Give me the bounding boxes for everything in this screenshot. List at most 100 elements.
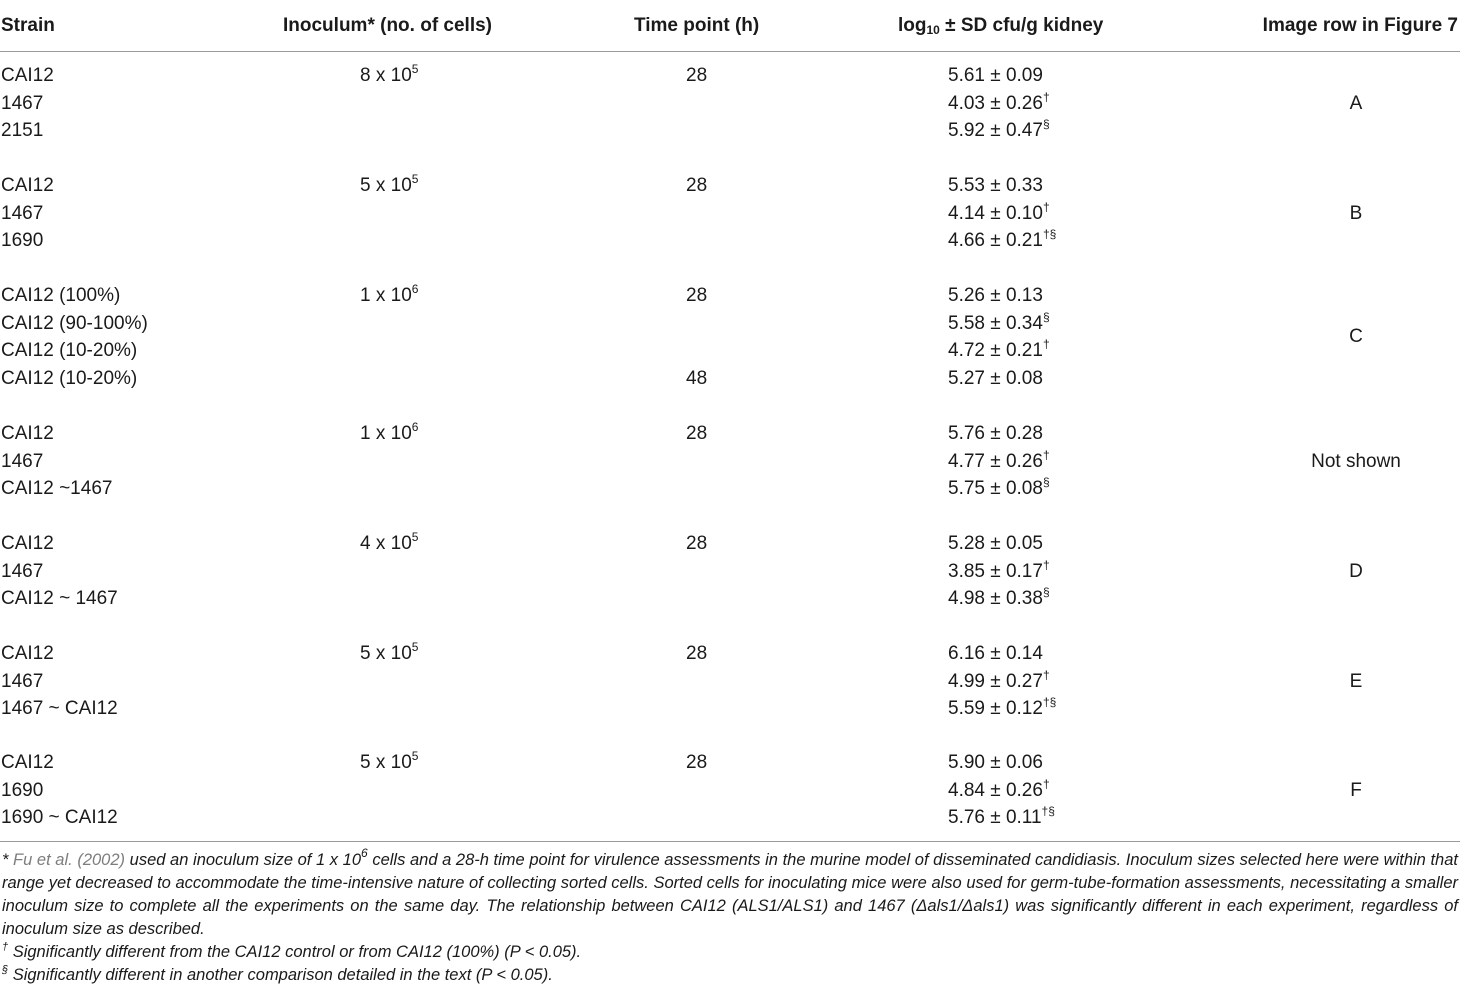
- table-row: CAI12 (90-100%) 5.58 ± 0.34§: [0, 310, 1460, 338]
- significance-mark: §: [1042, 309, 1050, 324]
- cell-strain: 1690: [1, 230, 44, 251]
- cell-log-cfu: 5.90 ± 0.06: [948, 752, 1043, 773]
- table-group: CAI12 8 x 105 28 5.61 ± 0.09 1467 4.03 ± 0.26…: [0, 62, 1460, 145]
- cell-inoculum: 5 x 105: [360, 640, 419, 664]
- cell-inoculum: 1 x 106: [360, 420, 419, 444]
- cell-time-point: 28: [686, 423, 708, 444]
- cell-inoculum: 5 x 105: [360, 172, 419, 196]
- table-row: 1690 4.84 ± 0.26†: [0, 777, 1460, 805]
- table-row: CAI12 (100%) 1 x 106 28 5.26 ± 0.13: [0, 282, 1460, 310]
- cell-strain: CAI12 (100%): [1, 285, 121, 306]
- significance-mark: §: [1042, 475, 1050, 489]
- cell-log-cfu: 4.98 ± 0.38§: [948, 585, 1050, 609]
- cell-time-point: 28: [686, 65, 708, 86]
- table-group: CAI12 5 x 105 28 5.53 ± 0.33 1467 4.14 ± 0.10…: [0, 172, 1460, 255]
- table-group: CAI12 5 x 105 28 6.16 ± 0.14 1467 4.99 ± 0.27…: [0, 640, 1460, 723]
- cell-image-row: Not shown: [1311, 450, 1401, 472]
- footnote-reference-link[interactable]: Fu et al. (2002): [13, 851, 126, 869]
- significance-mark: †§: [1042, 227, 1057, 241]
- cell-strain: 1690 ~ CAI12: [1, 807, 118, 828]
- footnote-dagger: † Significantly different from the CAI12…: [2, 941, 582, 962]
- cell-image-row: B: [1349, 202, 1363, 224]
- table-row: 1467 ~ CAI12 5.59 ± 0.12†§: [0, 695, 1460, 723]
- header-log-cfu: log10 ± SD cfu/g kidney: [898, 15, 1104, 37]
- header-time-point: Time point (h): [634, 15, 760, 36]
- cell-strain: 1690: [1, 779, 44, 801]
- cell-log-cfu: 5.26 ± 0.13: [948, 285, 1043, 306]
- table-row: CAI12 (10-20%) 48 5.27 ± 0.08: [0, 365, 1460, 393]
- significance-mark: †: [1042, 337, 1050, 351]
- cell-log-cfu: 5.92 ± 0.47§: [948, 117, 1050, 141]
- cell-strain: CAI12: [1, 65, 54, 86]
- cell-time-point: 28: [686, 752, 708, 773]
- cell-inoculum: 4 x 105: [360, 530, 419, 554]
- cell-image-row: A: [1349, 92, 1363, 114]
- table-row: 1467 3.85 ± 0.17†: [0, 558, 1460, 586]
- cell-strain: CAI12 (10-20%): [1, 367, 138, 389]
- significance-mark: †§: [1042, 695, 1057, 709]
- cell-log-cfu: 4.84 ± 0.26†: [948, 776, 1050, 801]
- significance-mark: †: [1042, 667, 1050, 682]
- table-group: CAI12 5 x 105 28 5.90 ± 0.06 1690 4.84 ± 0.26…: [0, 749, 1460, 832]
- cell-strain: 1467 ~ CAI12: [1, 698, 118, 719]
- cell-strain: CAI12: [1, 752, 54, 773]
- cell-log-cfu: 5.58 ± 0.34§: [948, 309, 1050, 334]
- cell-inoculum: 8 x 105: [360, 62, 419, 86]
- header-inoculum: Inoculum* (no. of cells): [283, 15, 493, 36]
- cell-log-cfu: 5.59 ± 0.12†§: [948, 695, 1057, 719]
- table-row: 2151 5.92 ± 0.47§: [0, 117, 1460, 145]
- table-group: CAI12 (100%) 1 x 106 28 5.26 ± 0.13 CAI12 (9…: [0, 282, 1460, 392]
- cell-image-row: D: [1349, 560, 1363, 582]
- table-row: 1467 4.99 ± 0.27†: [0, 668, 1460, 696]
- table-row: 1690 ~ CAI12 5.76 ± 0.11†§: [0, 804, 1460, 832]
- cell-strain: 1467: [1, 560, 44, 582]
- footnote-section: § Significantly different in another com…: [2, 964, 553, 985]
- cell-strain: 2151: [1, 120, 44, 141]
- table-row: 1467 4.77 ± 0.26†: [0, 448, 1460, 476]
- significance-mark: §: [1042, 585, 1050, 599]
- cell-strain: CAI12 ~ 1467: [1, 588, 118, 609]
- table-row: CAI12 5 x 105 28 5.90 ± 0.06: [0, 749, 1460, 777]
- table-row: CAI12 ~ 1467 4.98 ± 0.38§: [0, 585, 1460, 613]
- cell-log-cfu: 4.03 ± 0.26†: [948, 89, 1050, 114]
- significance-mark: †: [1042, 447, 1050, 462]
- cell-time-point: 28: [686, 175, 708, 196]
- cell-strain: 1467: [1, 670, 44, 692]
- cell-time-point: 28: [686, 533, 708, 554]
- table-group: CAI12 4 x 105 28 5.28 ± 0.05 1467 3.85 ± 0.17…: [0, 530, 1460, 613]
- cell-strain: CAI12: [1, 175, 54, 196]
- cell-log-cfu: 5.28 ± 0.05: [948, 533, 1043, 554]
- table-header: Strain Inoculum* (no. of cells) Time poi…: [0, 0, 1460, 52]
- table-row: CAI12 4 x 105 28 5.28 ± 0.05: [0, 530, 1460, 558]
- cell-strain: CAI12: [1, 533, 54, 554]
- cell-log-cfu: 5.53 ± 0.33: [948, 175, 1043, 196]
- header-strain: Strain: [1, 15, 55, 36]
- cell-image-row: C: [1349, 326, 1363, 348]
- cell-image-row: E: [1349, 670, 1363, 692]
- cell-log-cfu: 5.27 ± 0.08: [948, 367, 1043, 389]
- table-bottom-rule: [0, 841, 1460, 842]
- cell-log-cfu: 5.61 ± 0.09: [948, 65, 1043, 86]
- cell-strain: CAI12 ~1467: [1, 478, 113, 499]
- cell-log-cfu: 3.85 ± 0.17†: [948, 557, 1050, 582]
- header-image-row: Image row in Figure 7: [1262, 15, 1458, 36]
- cell-time-point: 28: [686, 643, 708, 664]
- significance-mark: †: [1042, 776, 1050, 791]
- table-row: 1690 4.66 ± 0.21†§: [0, 227, 1460, 255]
- cell-strain: 1467: [1, 202, 44, 224]
- cell-time-point: 28: [686, 285, 708, 306]
- table-footnotes: * Fu et al. (2002) used an inoculum size…: [2, 847, 1458, 987]
- cell-strain: 1467: [1, 450, 44, 472]
- significance-mark: †: [1042, 89, 1050, 104]
- cell-strain: CAI12 (10-20%): [1, 340, 138, 361]
- table-row: 1467 4.03 ± 0.26†: [0, 90, 1460, 118]
- cell-time-point: 48: [686, 367, 708, 389]
- significance-mark: †§: [1041, 804, 1055, 818]
- table-row: CAI12 5 x 105 28 5.53 ± 0.33: [0, 172, 1460, 200]
- table-row: CAI12 1 x 106 28 5.76 ± 0.28: [0, 420, 1460, 448]
- table-row: CAI12 (10-20%) 4.72 ± 0.21†: [0, 337, 1460, 365]
- cell-log-cfu: 6.16 ± 0.14: [948, 643, 1043, 664]
- cell-log-cfu: 4.72 ± 0.21†: [948, 337, 1050, 361]
- cell-inoculum: 1 x 106: [360, 282, 419, 306]
